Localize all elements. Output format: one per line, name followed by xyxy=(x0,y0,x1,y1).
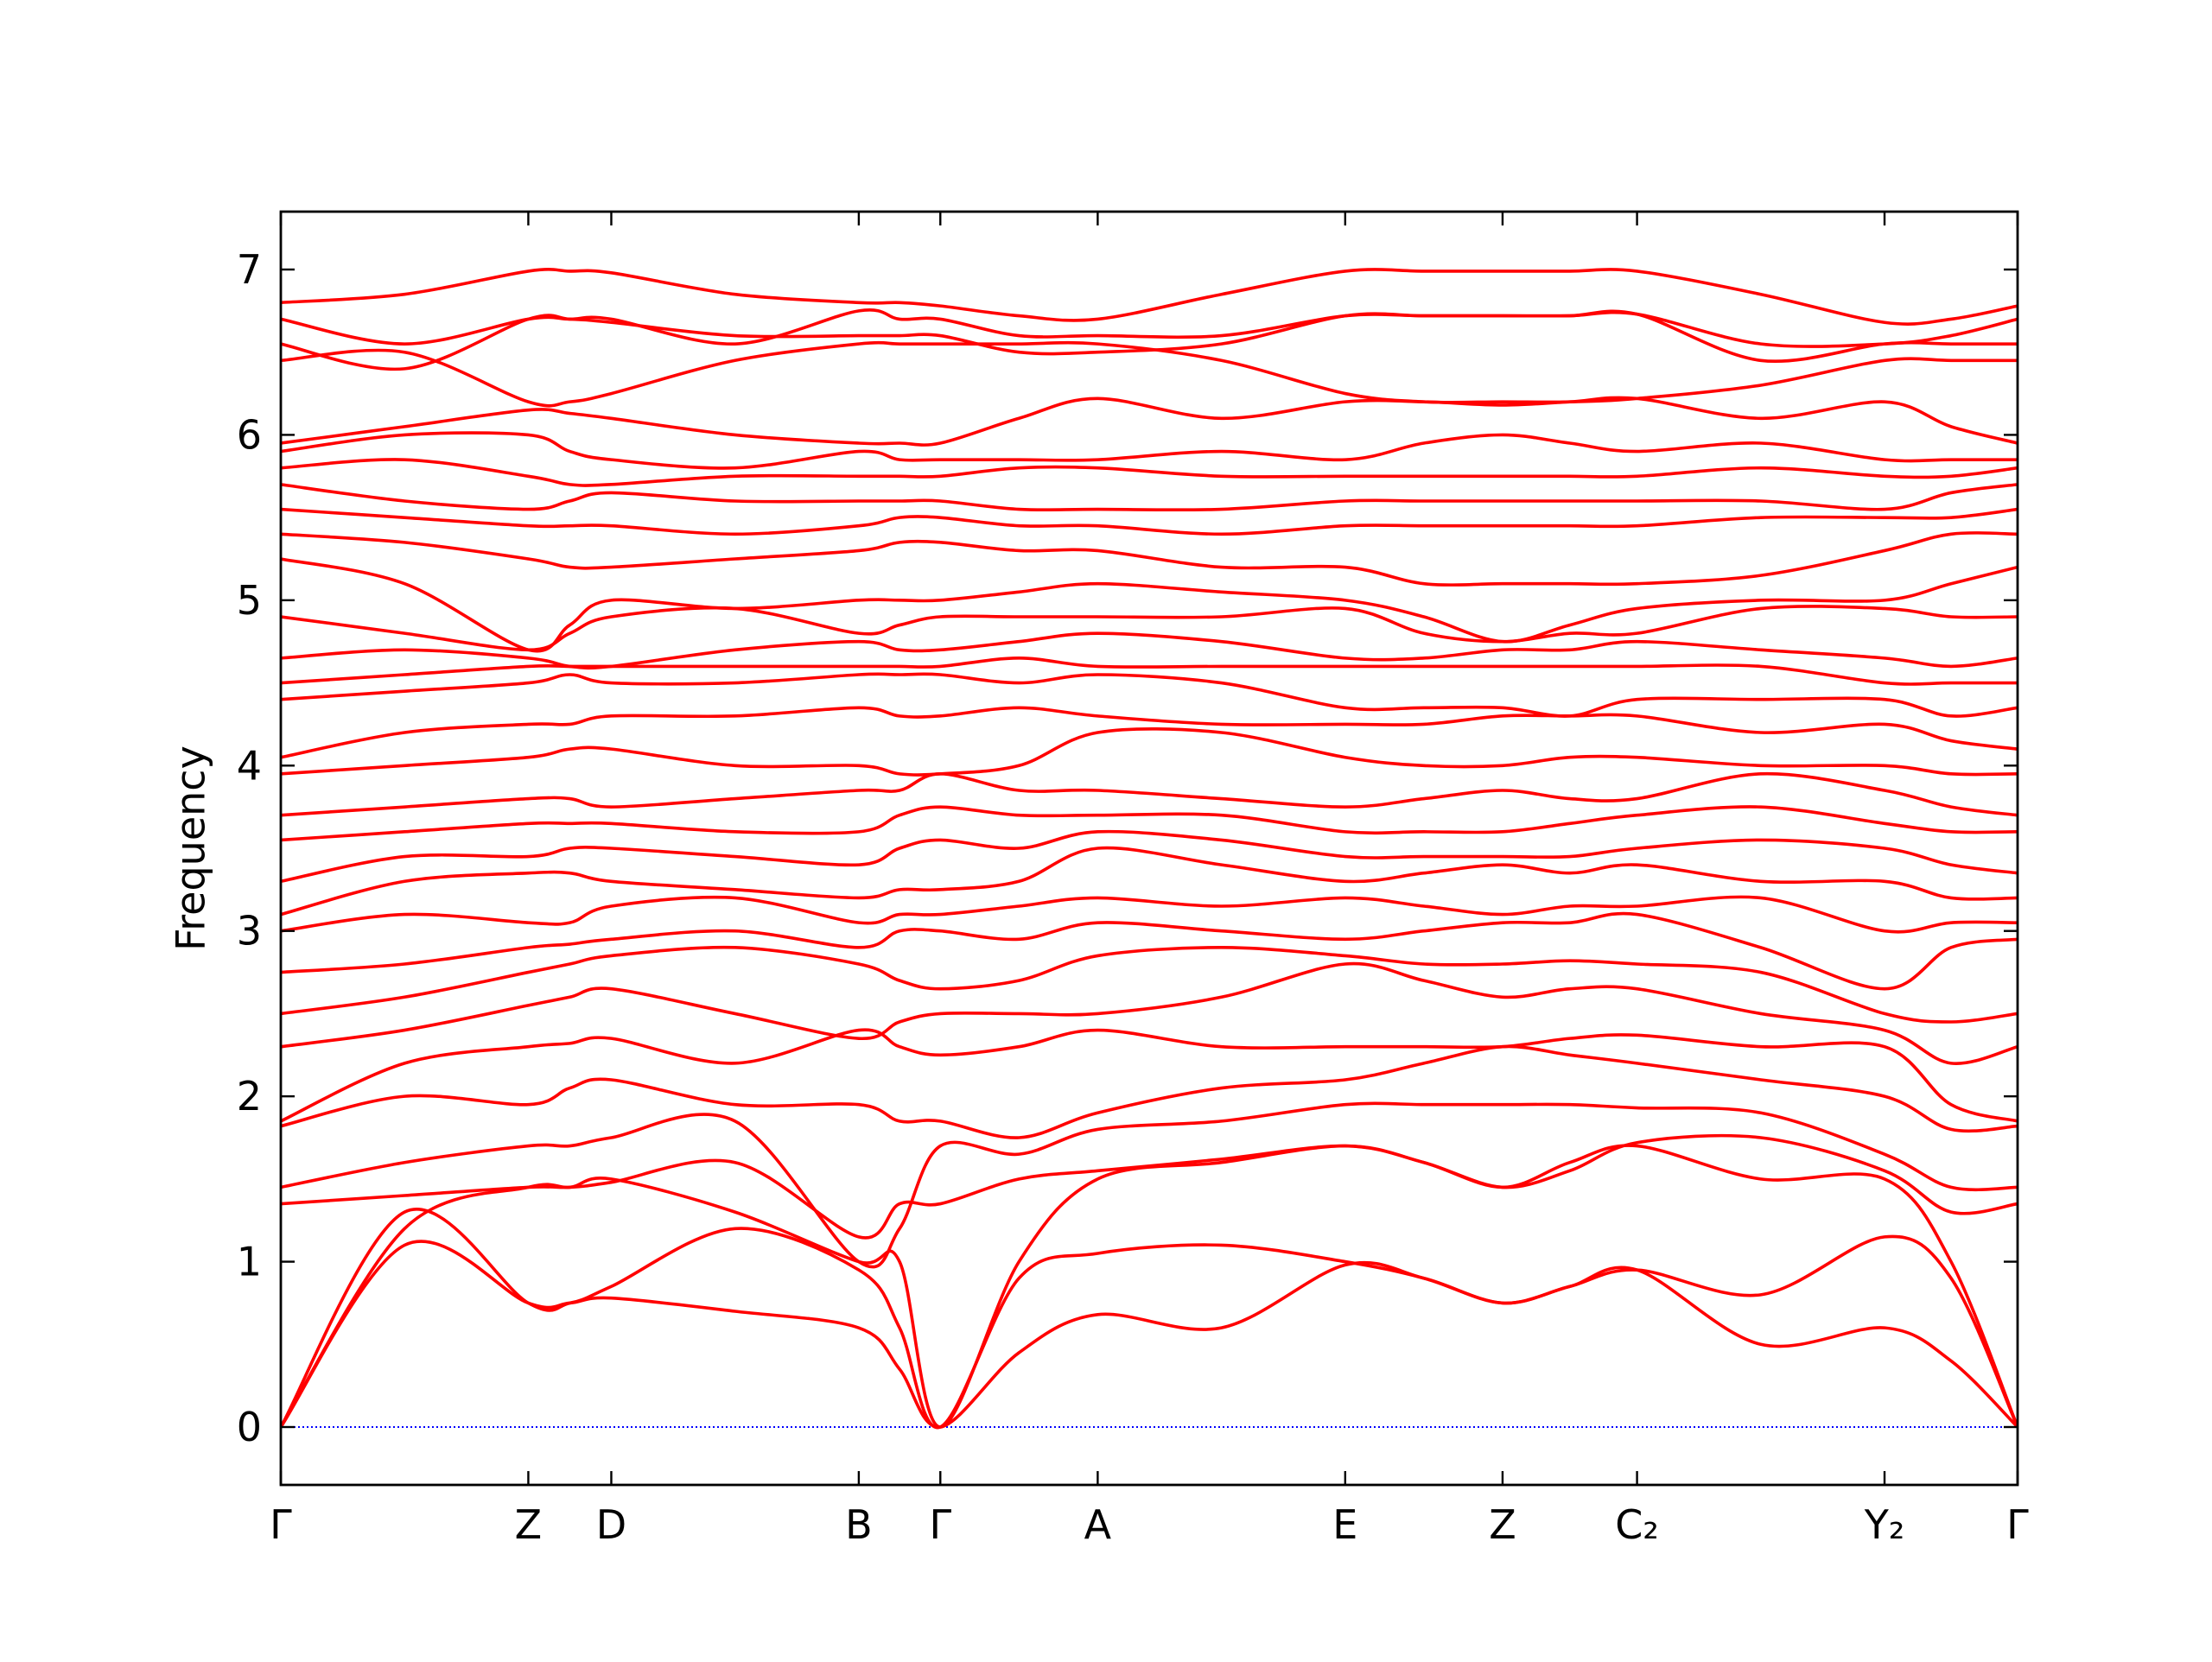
x-tick-label: Γ xyxy=(2006,1501,2029,1548)
band-line xyxy=(281,507,2018,536)
x-tick-label: Γ xyxy=(929,1501,951,1548)
x-tick-label: C₂ xyxy=(1615,1501,1659,1548)
band-line xyxy=(281,829,2018,884)
band-line xyxy=(281,961,2018,1065)
band-line xyxy=(281,895,2018,934)
band-line xyxy=(281,846,2018,917)
y-tick-label: 5 xyxy=(237,577,262,624)
band-line xyxy=(281,1240,2018,1429)
band-line xyxy=(281,911,2018,991)
band-line xyxy=(281,431,2018,470)
y-axis-label: Frequency xyxy=(168,745,214,951)
x-tick-label: Z xyxy=(515,1501,543,1548)
x-tick-label: B xyxy=(845,1501,873,1548)
band-line xyxy=(281,945,2018,1024)
band-line xyxy=(281,458,2018,487)
y-tick-label: 6 xyxy=(237,411,262,458)
band-line xyxy=(281,706,2018,759)
band-line xyxy=(281,727,2018,777)
band-line xyxy=(281,1044,2018,1139)
band-line xyxy=(281,771,2018,817)
band-line xyxy=(281,308,2018,348)
y-tick-label: 1 xyxy=(237,1239,262,1285)
band-line xyxy=(281,1028,2018,1123)
band-line xyxy=(281,309,2018,371)
x-tick-label: Z xyxy=(1489,1501,1516,1548)
band-line xyxy=(281,483,2018,512)
y-tick-label: 7 xyxy=(237,246,262,293)
y-tick-label: 3 xyxy=(237,908,262,955)
plot-frame xyxy=(279,210,2019,1487)
band-line xyxy=(281,605,2018,652)
band-line xyxy=(281,672,2018,718)
band-line xyxy=(281,1101,2018,1269)
band-line xyxy=(281,805,2018,842)
x-tick-label: A xyxy=(1084,1501,1112,1548)
x-tick-label: Γ xyxy=(270,1501,292,1548)
band-line xyxy=(281,1144,2018,1429)
x-tick-label: Y₂ xyxy=(1864,1501,1905,1548)
band-line xyxy=(281,531,2018,587)
y-tick-label: 2 xyxy=(237,1073,262,1120)
band-line xyxy=(281,1208,2018,1430)
x-tick-label: D xyxy=(596,1501,626,1548)
band-line xyxy=(281,631,2018,670)
band-line xyxy=(281,1133,2018,1240)
band-line xyxy=(281,396,2018,447)
y-tick-label: 4 xyxy=(237,742,262,789)
band-line xyxy=(281,557,2018,653)
band-line xyxy=(281,340,2018,408)
x-tick-label: E xyxy=(1332,1501,1357,1548)
y-tick-label: 0 xyxy=(237,1404,262,1450)
band-line xyxy=(281,268,2018,326)
